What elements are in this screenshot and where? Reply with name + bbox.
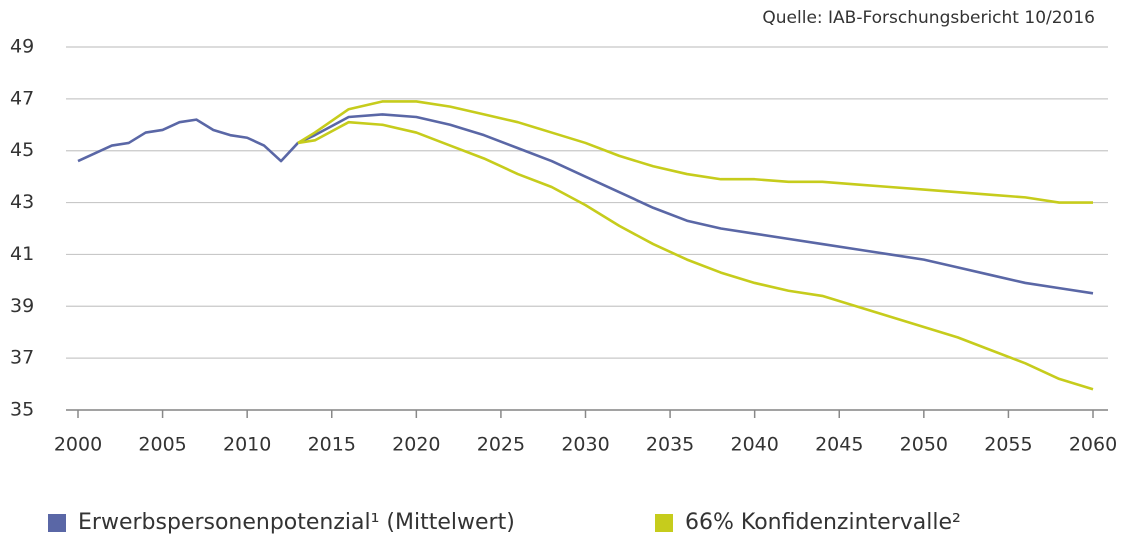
x-tick-label: 2035 — [646, 434, 694, 456]
y-tick-label: 37 — [10, 347, 34, 369]
y-tick-label: 39 — [10, 295, 34, 317]
legend-label: Erwerbspersonenpotenzial¹ (Mittelwert) — [78, 510, 515, 535]
x-tick-label: 2060 — [1069, 434, 1117, 456]
x-tick-label: 2055 — [984, 434, 1032, 456]
x-tick-label: 2005 — [138, 434, 186, 456]
x-tick-label: 2040 — [730, 434, 778, 456]
legend-label: 66% Konfidenzintervalle² — [685, 510, 961, 535]
x-tick-label: 2000 — [54, 434, 102, 456]
y-tick-label: 41 — [10, 243, 34, 265]
x-tick-label: 2015 — [308, 434, 356, 456]
y-tick-label: 45 — [10, 139, 34, 161]
y-tick-label: 35 — [10, 399, 34, 421]
x-tick-label: 2030 — [561, 434, 609, 456]
series-line — [77, 113, 1094, 295]
series-line — [297, 100, 1093, 204]
x-tick-label: 2020 — [392, 434, 440, 456]
source-note: Quelle: IAB-Forschungsbericht 10/2016 — [762, 8, 1095, 28]
y-tick-label: 43 — [10, 191, 34, 213]
x-tick-label: 2045 — [815, 434, 863, 456]
x-tick-label: 2050 — [900, 434, 948, 456]
y-tick-label: 49 — [10, 36, 34, 58]
legend-swatch — [655, 514, 673, 532]
y-tick-label: 47 — [10, 87, 34, 109]
legend-swatch — [48, 514, 66, 532]
series-line-lower — [297, 120, 1094, 391]
x-tick-label: 2010 — [223, 434, 271, 456]
x-tick-label: 2025 — [477, 434, 525, 456]
